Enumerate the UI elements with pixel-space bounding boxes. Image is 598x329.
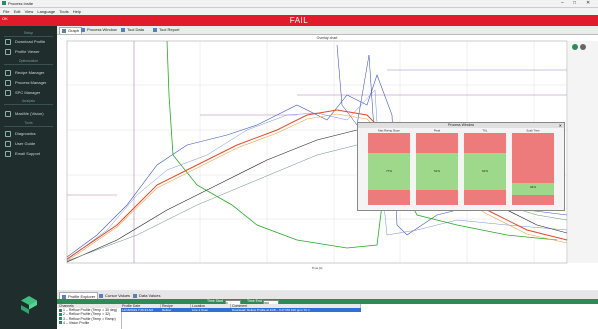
column-header[interactable]: Profile Date [121, 304, 161, 308]
menu-tools[interactable]: Tools [59, 9, 69, 14]
svg-text:77%: 77% [386, 169, 392, 173]
channel-list-header: Channels [57, 304, 121, 309]
process-icon [5, 79, 11, 86]
pw-column-2: 51% [416, 133, 458, 205]
pw-col-label: TAL [483, 129, 488, 133]
download-icon [5, 38, 11, 45]
sidebar-item-profile-viewer[interactable]: Profile Viewer [5, 48, 55, 55]
tab-tool-data[interactable]: Tool Data [119, 27, 146, 33]
recipe-icon [5, 69, 11, 76]
graph-icon [62, 28, 66, 33]
report-icon [153, 27, 157, 32]
profile-table: Profile Date Recipe Location Comment 12/… [121, 304, 598, 329]
minimize-button[interactable]: – [561, 0, 564, 6]
info-icon [5, 140, 11, 147]
sidebar-item-process-manager[interactable]: Process Manager [5, 79, 55, 86]
menu-file[interactable]: File [3, 9, 10, 14]
process-window-bars: Max Rising Slope Peak TAL Soak Time 77% … [368, 129, 554, 205]
table-icon [133, 293, 137, 298]
time-start-label: Time Start [207, 299, 224, 303]
tab-bar: Graph Process Window Tool Data Tool Repo… [57, 26, 598, 35]
tab-process-window[interactable]: Process Window [79, 27, 119, 33]
svg-text:51%: 51% [434, 169, 440, 173]
channel-item[interactable]: 4 – Vision Profile [57, 321, 121, 325]
sidebar-section-tools: Tools [24, 121, 33, 125]
menu-bar: File Edit View Language Tools Help [0, 8, 598, 15]
column-header[interactable]: Recipe [161, 304, 191, 308]
sidebar-section-setup: Setup [23, 31, 34, 35]
email-icon [5, 150, 11, 157]
tab-data-values[interactable]: Data Values [131, 292, 163, 299]
svg-text:94%: 94% [530, 185, 536, 189]
status-left-label: OK [2, 16, 8, 21]
time-end-label: Time End [247, 299, 262, 303]
column-header[interactable]: Comment [231, 304, 361, 308]
menu-language[interactable]: Language [37, 9, 56, 14]
pw-column-4: 94% [512, 133, 554, 205]
divider [4, 104, 53, 105]
column-header[interactable]: Location [191, 304, 231, 308]
sidebar-item-spc-manager[interactable]: SPC Manager [5, 89, 55, 96]
company-logo [21, 296, 37, 314]
sidebar-section-optimization: Optimization [18, 59, 39, 63]
diagnostics-icon [5, 130, 11, 137]
menu-view[interactable]: View [24, 9, 34, 14]
x-axis-label: Time [s] [312, 266, 323, 270]
chart-title: Overlay chart [317, 36, 338, 40]
pw-col-label: Soak Time [526, 129, 540, 133]
pw-col-label: Peak [434, 129, 441, 133]
menu-edit[interactable]: Edit [13, 9, 21, 14]
bottom-tab-bar: Profile Explorer Cursor Values Data Valu… [57, 291, 598, 300]
settings-icon[interactable] [580, 44, 586, 50]
right-axis [568, 41, 598, 263]
data-icon [121, 27, 125, 32]
status-result: FAIL [289, 16, 309, 25]
sidebar-item-email-support[interactable]: Email Support [5, 150, 55, 157]
overlay-chart[interactable]: Overlay chart Time [s] [57, 35, 598, 290]
spc-icon [5, 89, 11, 96]
tab-tool-report[interactable]: Tool Report [151, 27, 181, 33]
table-row[interactable]: 12/18/2019 7:26:33 AM Reflow Line 1 Oven… [121, 308, 361, 312]
main-area: Graph Process Window Tool Data Tool Repo… [57, 26, 598, 329]
tab-cursor-values[interactable]: Cursor Values [97, 292, 132, 299]
status-ok-icon[interactable] [572, 44, 578, 50]
channel-item[interactable]: 1 – Reflow Profile (Temp = 30 deg) [57, 308, 121, 312]
process-window-panel: Process Window ✕ Max Rising Slope Peak T… [357, 122, 565, 211]
channel-list: Channels 1 – Reflow Profile (Temp = 30 d… [57, 304, 122, 329]
divider [4, 36, 53, 37]
close-button[interactable]: ✕ [586, 0, 591, 6]
app-icon [2, 1, 6, 5]
vision-icon [5, 110, 11, 117]
window-title: Process Insite [8, 1, 34, 6]
maximize-button[interactable]: □ [573, 0, 577, 6]
title-bar: Process Insite – □ ✕ [0, 0, 598, 8]
tab-profile-explorer[interactable]: Profile Explorer [59, 292, 99, 300]
cursor-icon [99, 293, 103, 298]
sidebar: Setup Download Profile Profile Viewer Op… [0, 26, 57, 329]
sidebar-item-user-guide[interactable]: User Guide [5, 140, 55, 147]
pw-column-3: 62% [464, 133, 506, 205]
status-banner: OK FAIL [0, 15, 598, 26]
channel-item[interactable]: 3 – Reflow Profile (Temp = Ramp) [57, 317, 121, 321]
sidebar-item-diagnostics[interactable]: Diagnostics [5, 130, 55, 137]
series-blue-1 [66, 74, 568, 258]
window-icon [81, 27, 85, 32]
pw-col-label: Max Rising Slope [378, 129, 400, 133]
explorer-icon [62, 294, 66, 299]
series-blue-2 [66, 89, 568, 261]
process-window-title: Process Window [358, 123, 564, 128]
sidebar-item-maxime[interactable]: MaxiMe (Vision) [5, 110, 55, 117]
pw-column-1: 77% [368, 133, 410, 205]
svg-text:62%: 62% [482, 169, 488, 173]
channel-item[interactable]: 2 – Reflow Profile (Temp = 32) [57, 312, 121, 316]
process-window-close[interactable]: ✕ [558, 123, 562, 128]
sidebar-item-recipe-manager[interactable]: Recipe Manager [5, 69, 55, 76]
explorer-panel: Channels 1 – Reflow Profile (Temp = 30 d… [57, 304, 598, 329]
sidebar-section-analysis: Analysis [21, 99, 36, 103]
menu-help[interactable]: Help [72, 9, 81, 14]
sidebar-item-download-profile[interactable]: Download Profile [5, 38, 55, 45]
divider [4, 64, 53, 65]
divider [4, 126, 53, 127]
chart-icon [5, 48, 11, 55]
